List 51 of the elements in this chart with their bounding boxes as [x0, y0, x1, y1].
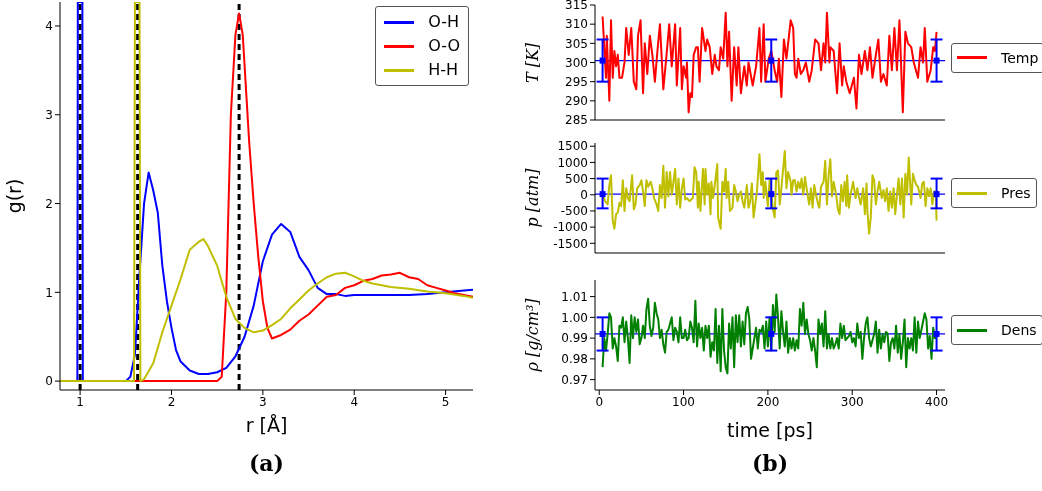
legend-label: O-H [428, 11, 459, 33]
line-series [601, 150, 938, 235]
x-tick-label: 3 [259, 394, 267, 409]
legend-label: H-H [428, 59, 458, 81]
y-axis-title: T [K] [522, 42, 542, 83]
y-tick-label: 0.98 [561, 352, 588, 367]
text: (b) [750, 450, 790, 476]
y-tick-label: 1000 [557, 155, 588, 170]
x-tick-label: 200 [756, 394, 780, 409]
legend-label: Dens [1001, 321, 1037, 340]
y-tick-label: 0.97 [561, 372, 588, 387]
x-tick-label: 5 [441, 394, 450, 409]
x-axis-title: time [ps] [726, 419, 814, 441]
x-tick-label: 400 [925, 394, 949, 409]
legend-label: Pres [1001, 184, 1031, 203]
y-tick-label: 300 [565, 55, 588, 70]
text: (a) [247, 450, 286, 476]
y-tick-label: -1000 [553, 220, 588, 235]
y-tick-label: 0 [45, 374, 53, 389]
x-tick-label: 2 [167, 394, 176, 409]
y-tick-label: 295 [565, 74, 588, 89]
y-tick-label: 310 [565, 17, 588, 32]
y-tick-label: 1 [45, 285, 53, 300]
x-tick-label: 100 [672, 394, 696, 409]
legend-label: Temp [1001, 48, 1039, 68]
y-tick-label: 500 [565, 171, 588, 186]
y-tick-label: 305 [565, 36, 588, 51]
y-axis-title: p [atm] [522, 168, 542, 228]
y-axis-title: g(r) [3, 178, 25, 214]
line-series [601, 293, 938, 375]
y-tick-label: 0 [580, 188, 588, 203]
x-tick-label: 4 [350, 394, 359, 409]
legend-label: O-O [428, 35, 460, 57]
x-tick-label: 0 [595, 394, 604, 409]
y-tick-label: -500 [560, 204, 588, 219]
line-series [601, 11, 938, 114]
y-tick-label: 1.00 [561, 310, 588, 325]
x-tick-label: 1 [76, 394, 84, 409]
y-tick-label: 290 [565, 94, 588, 109]
x-axis-title: r [Å] [244, 414, 289, 436]
y-axis-title: ρ [g/cm³] [522, 298, 542, 372]
x-tick-label: 300 [840, 394, 864, 409]
y-tick-label: 1.01 [561, 289, 588, 304]
y-tick-label: 315 [565, 0, 588, 13]
y-tick-label: 1500 [557, 139, 588, 154]
y-tick-label: 285 [565, 113, 588, 128]
y-tick-label: 4 [45, 19, 53, 34]
y-tick-label: 0.99 [561, 331, 588, 346]
y-tick-label: 2 [45, 196, 53, 211]
y-tick-label: -1500 [553, 236, 588, 251]
y-tick-label: 3 [45, 108, 53, 123]
